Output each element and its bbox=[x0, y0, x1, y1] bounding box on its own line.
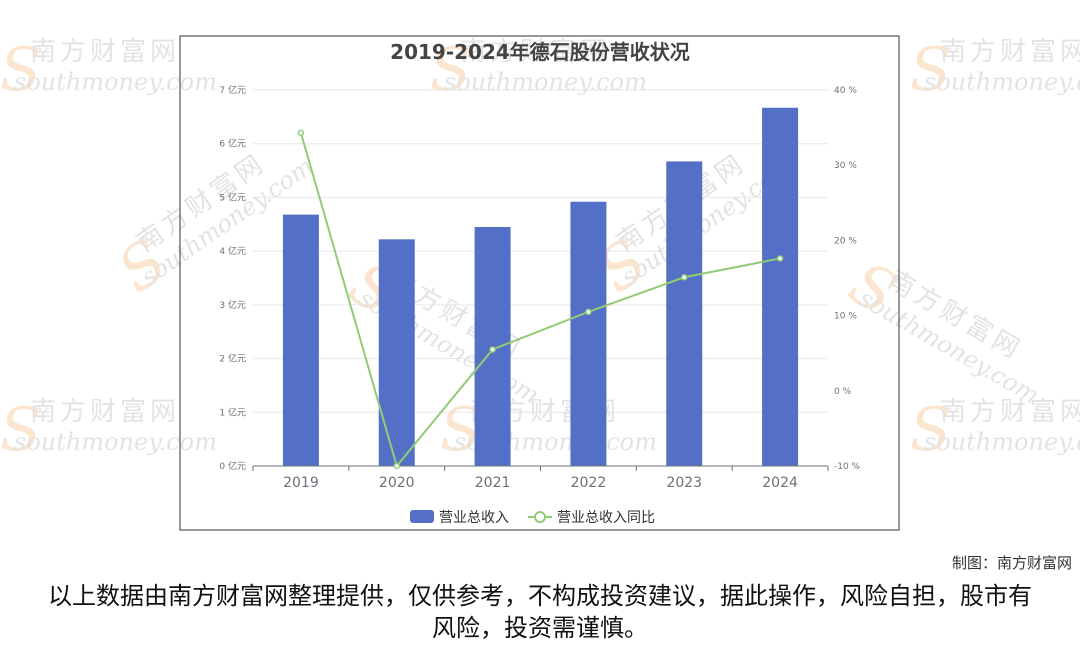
watermark-cn: 南方财富网 bbox=[30, 397, 180, 427]
bar-2024 bbox=[762, 107, 799, 467]
y-right-tick-label: -10 % bbox=[834, 462, 861, 472]
axes: 0 亿元 1 亿元 2 亿元 3 亿元 4 亿元 5 亿元 6 亿元 7 亿元 -10 % 0 %… bbox=[219, 84, 860, 491]
y-right-tick-label: 30 % bbox=[834, 161, 857, 171]
watermark-s-glyph: S bbox=[0, 35, 41, 105]
x-tick-label: 2022 bbox=[571, 475, 607, 491]
watermark-s-glyph: S bbox=[0, 395, 41, 465]
y-left-tick-label: 3 亿元 bbox=[219, 299, 246, 311]
legend-bar-label[interactable]: 营业总收入 bbox=[439, 510, 509, 526]
growth-point-2020 bbox=[393, 462, 400, 470]
y-right-tick-label: 20 % bbox=[834, 236, 857, 246]
watermark-cn: 南方财富网 bbox=[460, 37, 610, 67]
y-left-tick-label: 6 亿元 bbox=[219, 138, 246, 150]
x-tick-label: 2020 bbox=[379, 475, 415, 491]
watermark-cn: 南方财富网 bbox=[30, 37, 180, 67]
y-right-tick-label: 40 % bbox=[834, 86, 857, 96]
chart-frame bbox=[179, 35, 900, 531]
legend-line-marker[interactable] bbox=[534, 511, 546, 523]
watermark-s-glyph: S bbox=[910, 395, 951, 465]
growth-point-2022 bbox=[585, 308, 592, 316]
watermark-en: southmoney.com bbox=[14, 428, 217, 456]
growth-point-2021 bbox=[489, 346, 496, 353]
bar-series bbox=[282, 107, 799, 467]
x-tick-label: 2019 bbox=[283, 475, 319, 491]
watermark-en: southmoney.com bbox=[444, 68, 647, 96]
watermark-s-glyph: S bbox=[440, 395, 481, 465]
line-series bbox=[297, 129, 784, 470]
growth-point-2019 bbox=[297, 129, 305, 137]
y-left-tick-label: 2 亿元 bbox=[219, 353, 246, 365]
growth-line bbox=[299, 132, 781, 469]
y-left-tick-label: 5 亿元 bbox=[219, 191, 246, 203]
legend-line-label[interactable]: 营业总收入同比 bbox=[557, 510, 655, 526]
x-tick-label: 2024 bbox=[762, 475, 798, 491]
legend[interactable]: 营业总收入 营业总收入同比 bbox=[410, 510, 655, 526]
watermark-cn: 南方财富网 bbox=[940, 397, 1080, 427]
watermark-en: southmoney.com bbox=[14, 68, 217, 96]
chart-credit: 制图：南方财富网 bbox=[951, 554, 1072, 572]
x-tick-label: 2021 bbox=[475, 475, 511, 491]
legend-bar-swatch[interactable] bbox=[410, 510, 434, 523]
y-right-tick-label: 10 % bbox=[834, 312, 857, 322]
y-left-tick-label: 4 亿元 bbox=[219, 245, 246, 257]
watermark-s-glyph: S bbox=[910, 35, 951, 105]
watermark-en: southmoney.com bbox=[924, 68, 1080, 96]
growth-point-2023 bbox=[681, 273, 688, 281]
grid-lines bbox=[253, 89, 828, 413]
watermark-cn: 南方财富网 bbox=[940, 37, 1080, 67]
x-tick-label: 2023 bbox=[666, 475, 702, 491]
bar-2022 bbox=[570, 201, 607, 466]
watermark-en: southmoney.com bbox=[924, 428, 1080, 456]
growth-point-2024 bbox=[776, 255, 784, 262]
bar-2019 bbox=[282, 214, 319, 466]
y-left-tick-label: 0 亿元 bbox=[219, 460, 246, 472]
y-right-tick-label: 0 % bbox=[834, 387, 852, 397]
bar-2023 bbox=[666, 161, 703, 466]
y-left-tick-label: 7 亿元 bbox=[219, 84, 246, 96]
disclaimer-text: 以上数据由南方财富网整理提供，仅供参考，不构成投资建议，据此操作，风险自担，股市… bbox=[48, 582, 1032, 642]
y-left-tick-label: 1 亿元 bbox=[219, 406, 246, 418]
watermark-s-glyph: S bbox=[430, 35, 471, 105]
chart-title: 2019-2024年德石股份营收状况 bbox=[390, 40, 690, 64]
bar-2020 bbox=[378, 239, 415, 466]
